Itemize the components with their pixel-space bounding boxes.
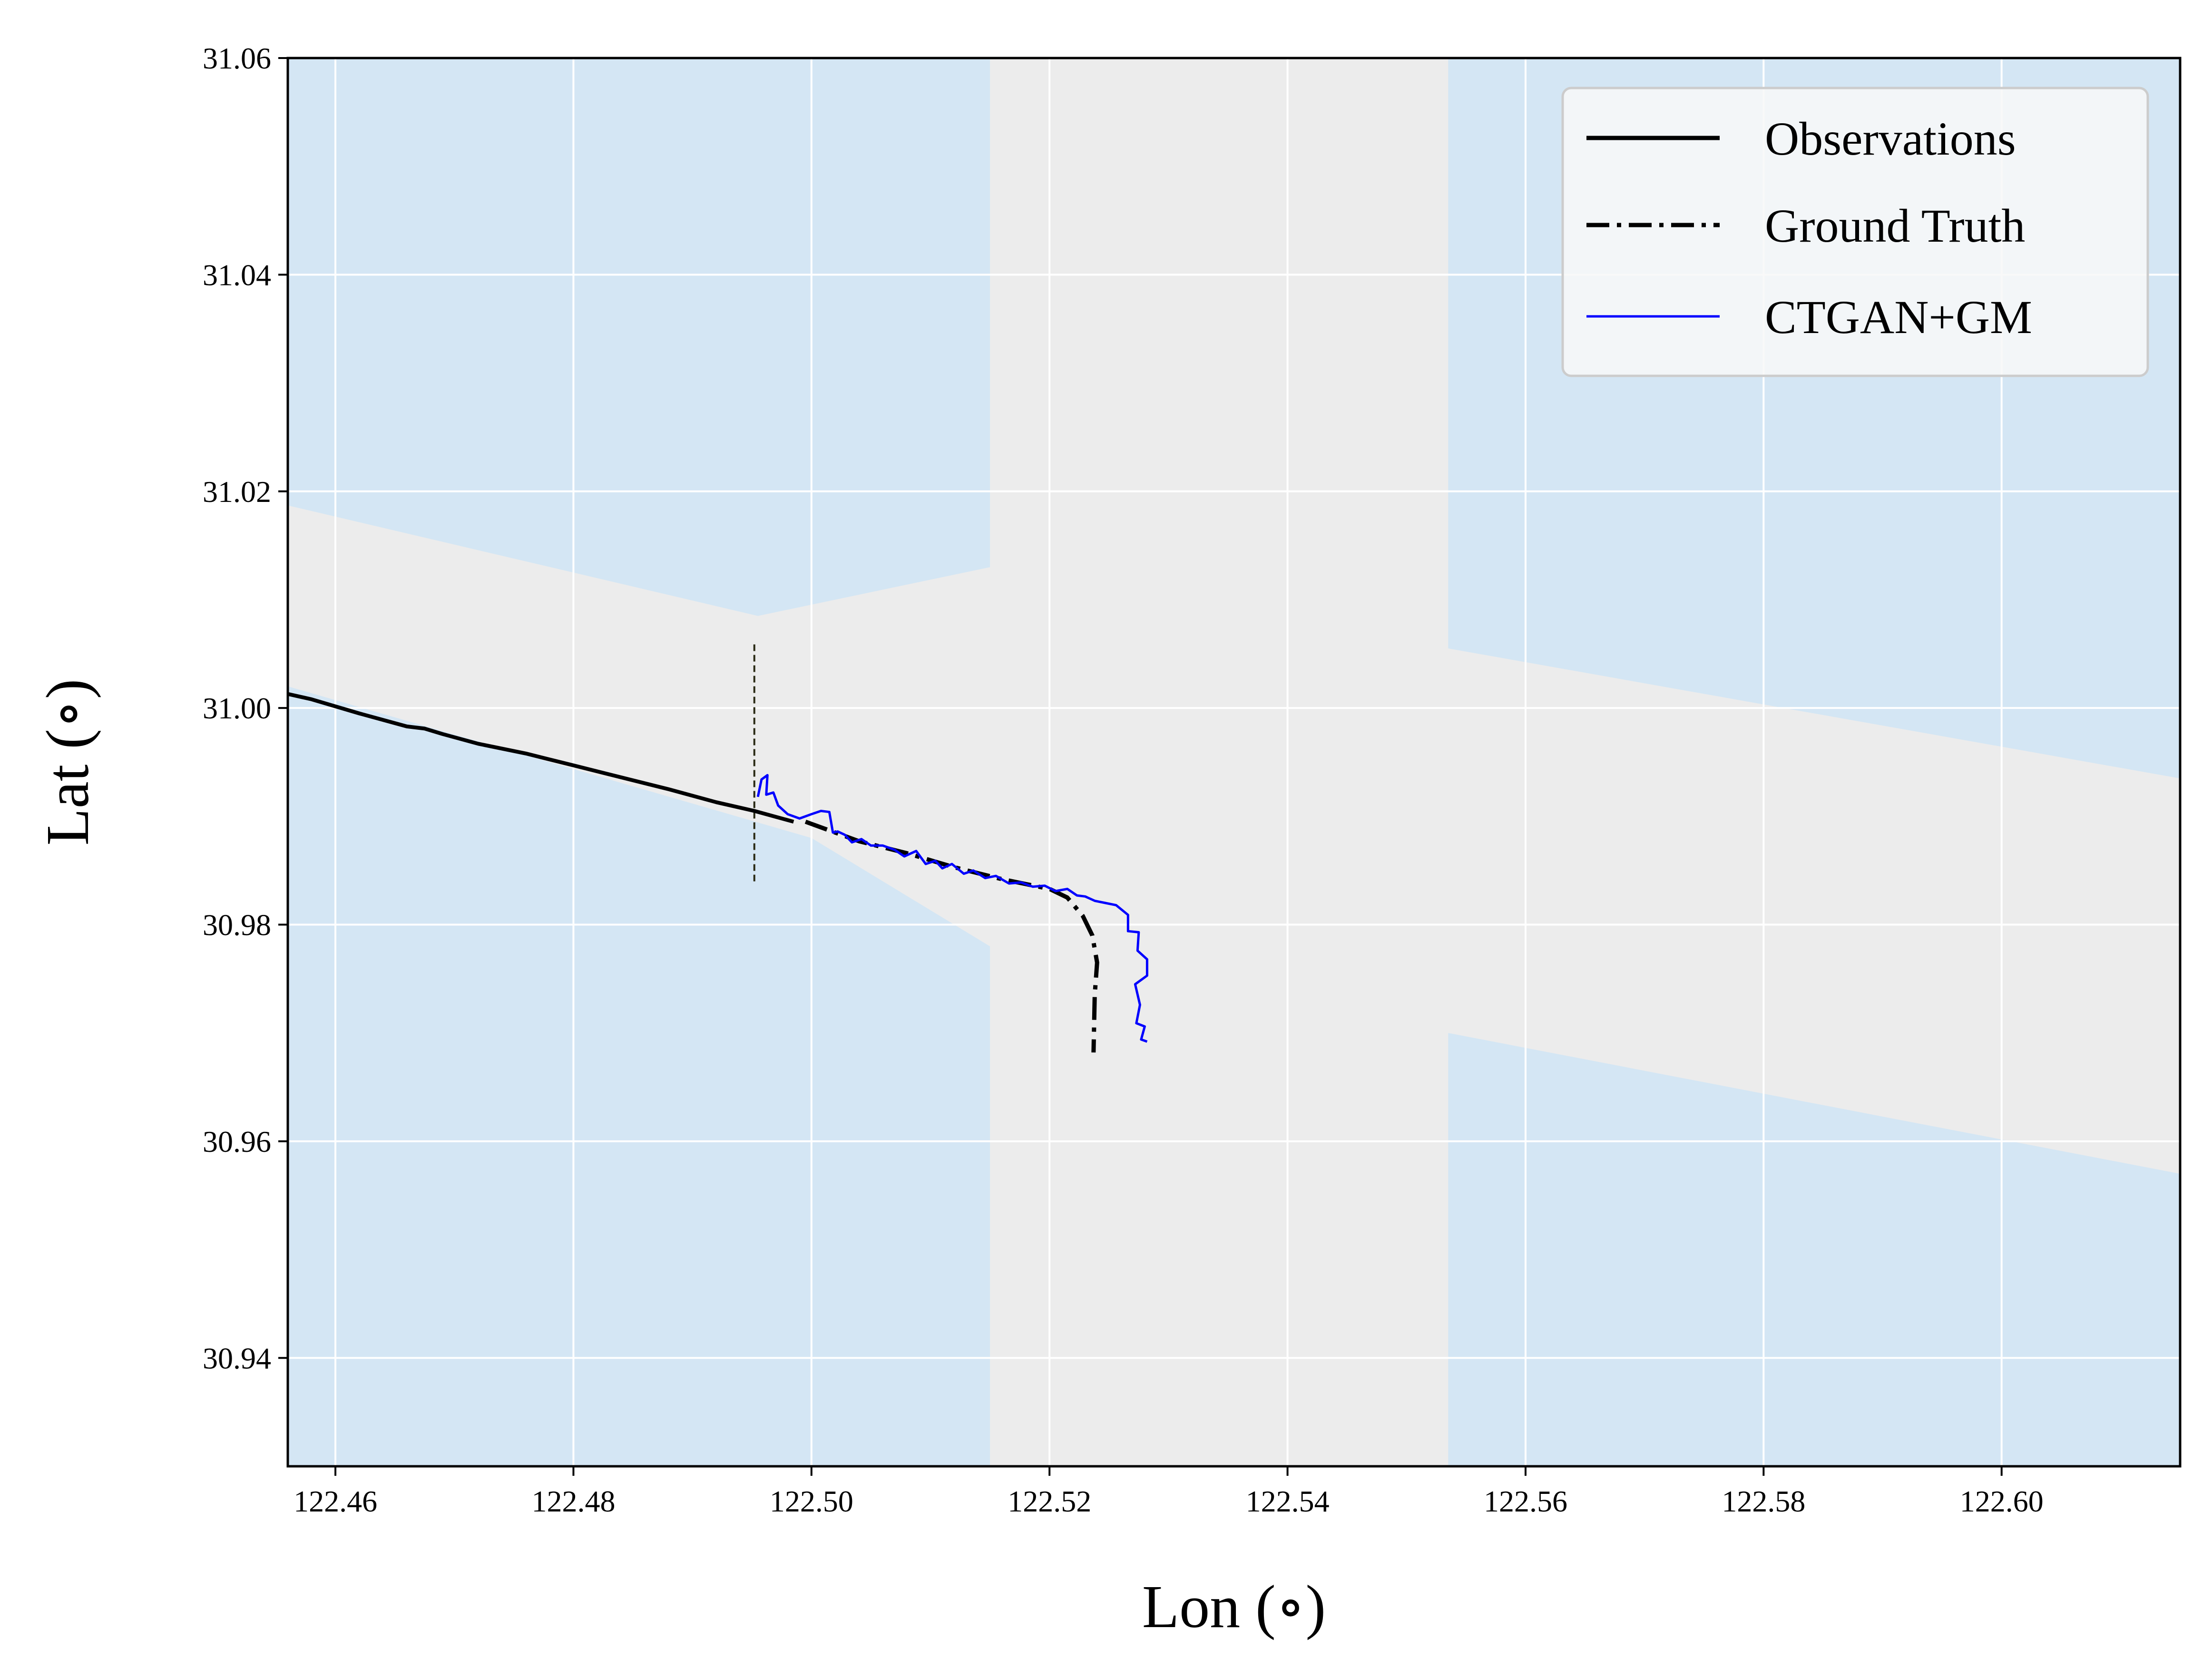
y-tick-label-5: 31.04	[203, 258, 271, 292]
x-axis-label: Lon (∘)	[1142, 1573, 1326, 1640]
x-tick-label-4: 122.54	[1246, 1484, 1330, 1518]
series-ctgan-gm	[756, 774, 1148, 1043]
x-tick-label-3: 122.52	[1008, 1484, 1091, 1518]
grid-lines	[288, 57, 2180, 1466]
plot-frame	[286, 57, 2182, 1468]
y-tick-label-2: 30.98	[203, 908, 271, 942]
water-bottom-left	[288, 686, 990, 1466]
x-tick-label-7: 122.60	[1960, 1484, 2044, 1518]
legend-label-ground-truth: Ground Truth	[1765, 199, 2025, 252]
legend-frame	[1561, 87, 2149, 377]
legend-label-observations: Observations	[1765, 112, 2016, 165]
legend-label-ctgan-gm: CTGAN+GM	[1765, 291, 2032, 343]
x-tick-label-1: 122.48	[531, 1484, 615, 1518]
x-tick-label-2: 122.50	[770, 1484, 853, 1518]
series-observations	[288, 692, 794, 824]
x-axis-ticks: 122.46 122.48 122.50 122.52 122.54 122.56 122.…	[294, 1466, 2044, 1518]
y-axis-ticks: 30.94 30.96 30.98 31.00 31.02 31.04 31.06	[203, 41, 288, 1375]
series-layer	[288, 643, 1148, 1053]
y-axis-label: Lat (∘)	[34, 679, 101, 846]
x-tick-label-0: 122.46	[294, 1484, 377, 1518]
water-top-left	[288, 58, 990, 616]
x-tick-label-5: 122.56	[1484, 1484, 1567, 1518]
y-tick-label-1: 30.96	[203, 1125, 271, 1158]
y-tick-label-3: 31.00	[203, 691, 271, 725]
legend: Observations Ground Truth CTGAN+GM	[1561, 87, 2149, 377]
x-tick-label-6: 122.58	[1722, 1484, 1805, 1518]
y-tick-label-0: 30.94	[203, 1341, 271, 1375]
y-tick-label-6: 31.06	[203, 41, 271, 75]
y-tick-label-4: 31.02	[203, 475, 271, 509]
